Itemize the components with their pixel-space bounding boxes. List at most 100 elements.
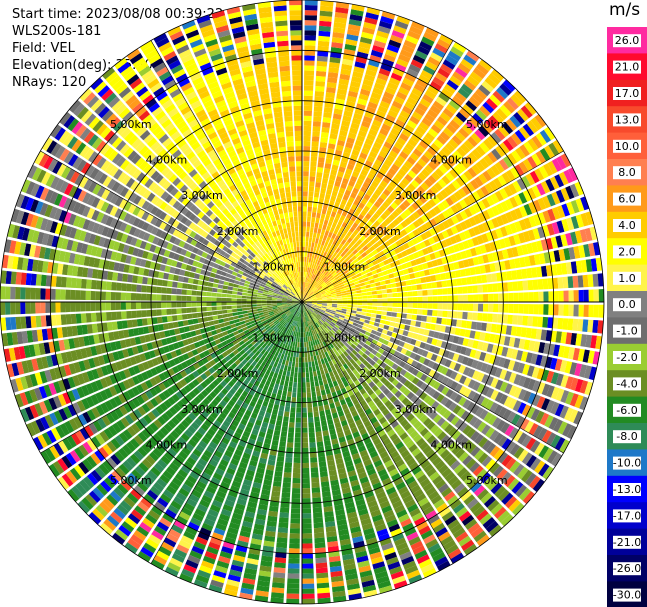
gate-cell (95, 379, 104, 391)
gate-cell (60, 302, 66, 313)
gate-cell (117, 272, 123, 282)
gate-cell (425, 211, 433, 220)
gate-cell (387, 82, 399, 91)
gate-cell (318, 239, 323, 245)
gate-cell (467, 258, 475, 267)
gate-cell (266, 228, 272, 235)
gate-cell (114, 196, 124, 207)
gate-cell (323, 269, 328, 275)
gate-cell (204, 326, 211, 333)
gate-cell (131, 319, 138, 328)
gate-cell (326, 189, 332, 195)
gate-cell (307, 247, 311, 253)
gate-cell (298, 292, 301, 298)
gate-cell (310, 247, 314, 253)
gate-cell (198, 202, 206, 211)
gate-cell (304, 45, 316, 51)
gate-cell (279, 187, 285, 194)
gate-cell (173, 496, 185, 506)
gate-cell (287, 206, 293, 213)
gate-cell (58, 339, 66, 351)
gate-cell (231, 73, 243, 82)
gate-cell (479, 105, 491, 117)
gate-cell (387, 298, 393, 302)
gate-cell (281, 299, 287, 302)
gate-cell (361, 292, 368, 296)
gate-cell (30, 183, 40, 197)
gate-cell (553, 291, 559, 302)
gate-cell (212, 196, 220, 204)
gate-cell (216, 297, 222, 302)
gate-cell (317, 228, 322, 234)
gate-cell (161, 256, 168, 265)
gate-cell (275, 25, 288, 32)
gate-cell (124, 189, 134, 200)
gate-cell (261, 279, 268, 284)
gate-cell (62, 392, 72, 405)
gate-cell (373, 220, 381, 228)
gate-cell (151, 357, 159, 367)
gate-cell (478, 59, 493, 72)
gate-cell (101, 415, 111, 427)
gate-cell (224, 277, 231, 282)
gate-cell (302, 261, 305, 267)
gate-cell (290, 242, 294, 248)
gate-cell (252, 291, 258, 295)
gate-cell (335, 98, 345, 106)
gate-cell (53, 410, 64, 424)
gate-cell (503, 101, 516, 114)
gate-cell (264, 332, 270, 338)
gate-cell (231, 305, 237, 309)
gate-cell (139, 417, 149, 428)
gate-cell (277, 304, 283, 306)
gate-cell (222, 330, 229, 337)
gate-cell (77, 500, 90, 514)
gate-cell (68, 418, 79, 431)
gate-cell (468, 216, 477, 227)
gate-cell (380, 213, 388, 221)
gate-cell (19, 242, 27, 256)
gate-cell (336, 294, 342, 297)
gate-cell (187, 191, 196, 200)
gate-cell (276, 219, 282, 226)
gate-cell (451, 215, 459, 225)
gate-cell (387, 293, 393, 298)
gate-cell (282, 255, 286, 261)
gate-cell (174, 440, 184, 450)
gate-cell (348, 219, 355, 226)
gate-cell (452, 115, 464, 127)
gate-cell (142, 114, 154, 125)
gate-cell (297, 196, 302, 202)
gate-cell (209, 272, 216, 278)
gate-cell (392, 123, 403, 132)
gate-cell (452, 71, 465, 83)
gate-cell (128, 328, 135, 337)
gate-cell (278, 274, 283, 280)
gate-cell (142, 326, 150, 334)
gate-cell (182, 161, 192, 170)
gate-cell (324, 193, 331, 200)
gate-cell (274, 10, 287, 17)
gate-cell (580, 259, 588, 273)
gate-cell (318, 260, 323, 267)
gate-cell (274, 340, 279, 346)
gate-cell (63, 115, 76, 129)
velocity-ray (302, 289, 604, 302)
gate-cell (204, 226, 212, 234)
gate-cell (53, 381, 62, 394)
gate-cell (368, 150, 378, 159)
gate-cell (341, 295, 348, 298)
gate-cell (241, 307, 248, 311)
gate-cell (88, 512, 102, 525)
gate-cell (270, 275, 276, 280)
gate-cell (398, 86, 410, 96)
gate-cell (288, 306, 294, 310)
gate-cell (303, 282, 306, 288)
gate-cell (258, 274, 264, 279)
gate-cell (158, 95, 171, 106)
gate-cell (192, 186, 201, 195)
gate-cell (371, 146, 380, 154)
gate-cell (252, 274, 259, 279)
gate-cell (272, 308, 278, 312)
gate-cell (351, 117, 362, 125)
